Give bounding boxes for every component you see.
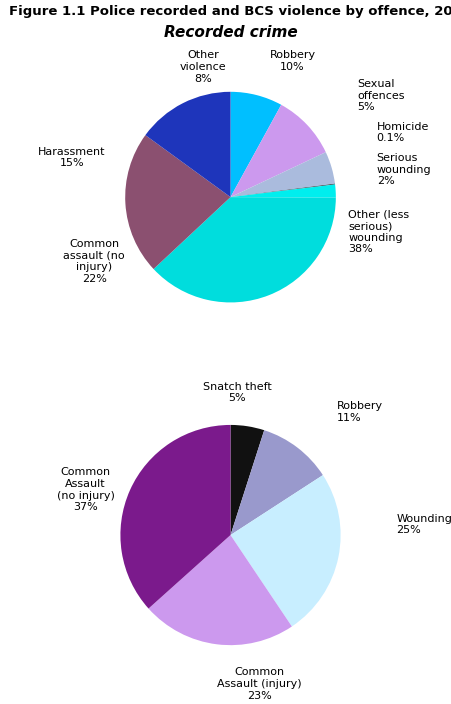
Text: Homicide
0.1%: Homicide 0.1%: [376, 122, 428, 144]
Text: Other
violence
8%: Other violence 8%: [179, 51, 226, 84]
Wedge shape: [230, 184, 335, 198]
Text: Robbery
11%: Robbery 11%: [336, 401, 382, 423]
Wedge shape: [120, 425, 230, 608]
Wedge shape: [230, 430, 322, 535]
Wedge shape: [230, 475, 340, 627]
Title: Recorded crime: Recorded crime: [163, 25, 297, 39]
Wedge shape: [148, 535, 291, 645]
Wedge shape: [230, 92, 281, 197]
Wedge shape: [125, 135, 230, 269]
Text: Common
Assault (injury)
23%: Common Assault (injury) 23%: [216, 667, 301, 700]
Text: Harassment
15%: Harassment 15%: [38, 146, 106, 168]
Text: Serious
wounding
2%: Serious wounding 2%: [376, 153, 430, 187]
Wedge shape: [153, 197, 335, 303]
Text: Wounding
25%: Wounding 25%: [396, 514, 451, 536]
Wedge shape: [230, 105, 325, 197]
Text: Snatch theft
5%: Snatch theft 5%: [202, 382, 271, 403]
Text: Sexual
offences
5%: Sexual offences 5%: [356, 79, 404, 112]
Text: Robbery
10%: Robbery 10%: [269, 50, 315, 72]
Wedge shape: [230, 152, 334, 197]
Text: Common
Assault
(no injury)
37%: Common Assault (no injury) 37%: [56, 467, 114, 512]
Text: Figure 1.1 Police recorded and BCS violence by offence, 2003: Figure 1.1 Police recorded and BCS viole…: [9, 5, 451, 18]
Wedge shape: [230, 425, 264, 535]
Text: Other (less
serious)
wounding
38%: Other (less serious) wounding 38%: [347, 209, 409, 254]
Wedge shape: [145, 92, 230, 197]
Text: Common
assault (no
injury)
22%: Common assault (no injury) 22%: [63, 239, 125, 284]
Wedge shape: [230, 184, 334, 197]
